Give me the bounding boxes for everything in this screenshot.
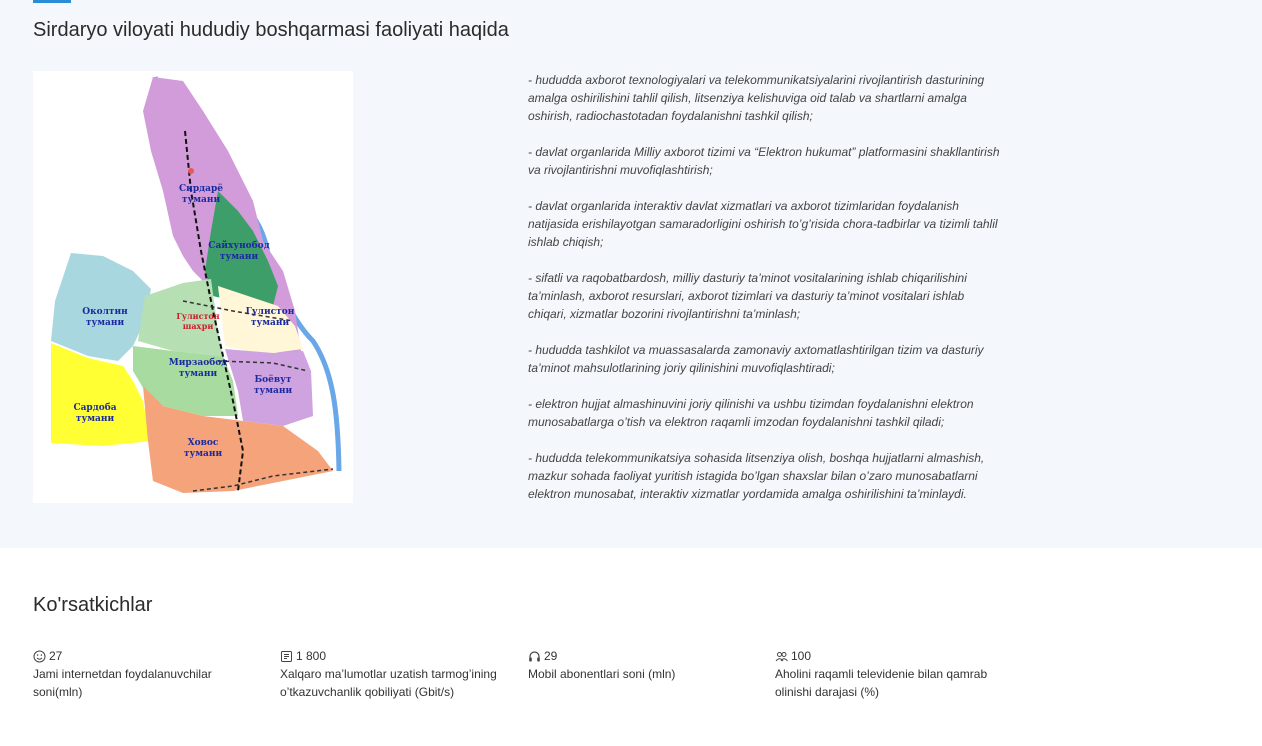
stat-bandwidth: 1 800 Xalqaro ma’lumotlar uzatish tarmog… [280,647,510,701]
map-label-boyovut-2: тумани [254,386,293,396]
duty-item: - hududda axborot texnologiyalari va tel… [528,73,985,123]
stat-internet-users: 27 Jami internetdan foydalanuvchilar son… [33,647,263,701]
stat-value: 29 [544,649,558,663]
duty-item: - sifatli va raqobatbardosh, milliy dast… [528,271,967,321]
map-label-oqoltin-2: тумани [86,318,125,328]
map-label-guliston-city-1: Гулистон [176,311,219,321]
map-label-mirzaobod-1: Мирзаобод [169,357,228,368]
duty-item: - hududda tashkilot va muassasalarda zam… [528,343,984,375]
road-line-1 [182,300,294,322]
duty-item: - hududda telekommunikatsiya sohasida li… [528,451,985,501]
road-line-2 [217,360,309,372]
guliston-district [218,286,303,353]
smiley-icon [33,650,46,662]
map-label-oqoltin-1: Околтин [82,307,128,317]
guliston-city-area [138,279,223,356]
boyovut-district [225,349,313,426]
xovos-district [143,386,333,493]
stat-label: Mobil abonentlari soni (mln) [528,667,676,681]
oqoltin-district [51,253,151,361]
stats-title: Ko'rsatkichlar [33,594,153,616]
map-label-boyovut-1: Боёвут [254,374,291,385]
stat-mobile-subscribers: 29 Mobil abonentlari soni (mln) [528,647,758,683]
map-label-sardoba-2: тумани [76,414,115,424]
stat-value: 27 [49,649,63,663]
map-label-sirdaryo-1: Сирдарё [179,183,223,194]
stat-label: Aholini raqamli televidenie bilan qamrab… [775,667,988,699]
map-label-sardoba-1: Сардоба [73,402,116,413]
map-label-guliston-city-2: шаҳри [183,321,214,331]
city-marker [188,168,194,174]
about-title: Sirdaryo viloyati hududiy boshqarmasi fa… [33,19,509,41]
users-icon [775,651,788,661]
region-map-svg: Сирдарё тумани Сайхунобод тумани Околтин… [51,76,342,493]
title-accent-line [33,0,71,3]
stat-digital-tv-coverage: 100 Aholini raqamli televidenie bilan qa… [775,647,1005,701]
map-label-guliston-2: тумани [251,318,290,328]
map-label-sirdaryo-2: тумани [182,195,221,205]
about-section: Sirdaryo viloyati hududiy boshqarmasi fa… [0,0,1262,548]
stat-value: 100 [791,649,812,663]
sardoba-district [51,343,151,446]
duties-list: - hududda axborot texnologiyalari va tel… [528,71,1003,503]
stat-value: 1 800 [296,649,327,663]
stat-label: Jami internetdan foydalanuvchilar soni(m… [33,667,212,699]
stat-label: Xalqaro ma’lumotlar uzatish tarmog’ining… [280,667,497,699]
map-label-sayxunobod-1: Сайхунобод [208,240,269,251]
mirzaobod-district [133,346,238,416]
map-label-mirzaobod-2: тумани [179,369,218,379]
document-icon [281,650,292,662]
map-label-xovos-1: Ховос [188,438,219,448]
map-label-sayxunobod-2: тумани [220,252,259,262]
duty-item: - elektron hujjat almashinuvini joriy qi… [528,397,974,429]
region-map: Сирдарё тумани Сайхунобод тумани Околтин… [33,71,353,503]
headphones-icon [529,650,540,661]
map-label-xovos-2: тумани [184,449,223,459]
duty-item: - davlat organlarida Milliy axborot tizi… [528,145,1000,177]
sayxunobod-district [205,191,278,306]
duty-item: - davlat organlarida interaktiv davlat x… [528,199,998,249]
map-label-guliston-1: Гулистон [246,307,295,317]
